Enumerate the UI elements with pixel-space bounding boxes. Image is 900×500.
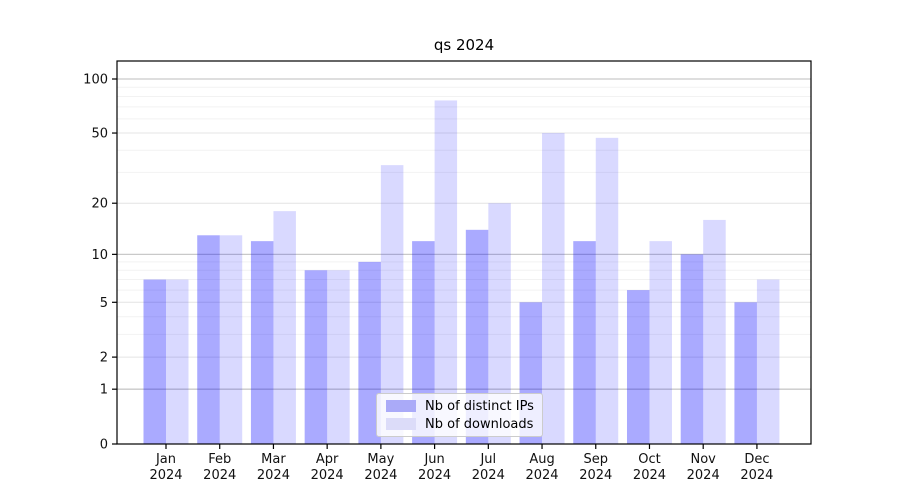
bar-downloads-may — [380, 165, 404, 444]
x-tick-label: Dec 2024 — [740, 452, 773, 483]
bar-distinct-ips-apr — [304, 270, 328, 444]
x-tick-label: Jun 2024 — [418, 452, 451, 483]
bar-distinct-ips-oct — [626, 290, 650, 444]
plot-frame — [116, 60, 812, 445]
x-tick-label: Aug 2024 — [525, 452, 558, 483]
x-tick-label: Mar 2024 — [257, 452, 290, 483]
x-tick-label: Nov 2024 — [687, 452, 720, 483]
y-tick-label: 20 — [91, 197, 108, 212]
bar-downloads-feb — [219, 235, 243, 444]
y-tick-label: 5 — [100, 296, 108, 311]
x-tick-label: Feb 2024 — [203, 452, 236, 483]
legend-label-distinct-ips: Nb of distinct IPs — [425, 398, 534, 414]
x-tick-label: Jul 2024 — [472, 452, 505, 483]
x-tick-label: May 2024 — [364, 452, 397, 483]
legend-swatch-distinct-ips — [386, 400, 416, 412]
bar-downloads-aug — [542, 133, 565, 444]
bar-downloads-jun — [434, 100, 458, 444]
bar-downloads-nov — [703, 219, 726, 444]
y-tick-label: 50 — [91, 127, 108, 142]
bar-distinct-ips-mar — [250, 241, 274, 444]
bar-distinct-ips-dec — [734, 302, 757, 444]
y-tick-label: 100 — [83, 73, 108, 88]
y-tick-label: 10 — [91, 248, 108, 263]
legend-item-distinct-ips: Nb of distinct IPs — [386, 399, 542, 414]
legend-swatch-downloads — [386, 418, 416, 430]
chart-legend: Nb of distinct IPs Nb of downloads — [376, 393, 543, 437]
bar-downloads-oct — [649, 241, 672, 444]
bar-distinct-ips-sep — [573, 241, 596, 444]
legend-label-downloads: Nb of downloads — [425, 416, 534, 432]
x-tick-label: Sep 2024 — [579, 452, 612, 483]
bar-downloads-apr — [327, 270, 350, 444]
bar-distinct-ips-nov — [680, 254, 704, 444]
y-tick-label: 1 — [100, 383, 108, 398]
chart-title: qs 2024 — [433, 36, 495, 54]
y-tick-label: 2 — [100, 351, 108, 366]
bar-distinct-ips-jul — [465, 229, 489, 444]
bar-distinct-ips-feb — [197, 235, 220, 444]
x-tick-label: Apr 2024 — [311, 452, 344, 483]
legend-item-downloads: Nb of downloads — [386, 417, 542, 432]
x-tick-label: Oct 2024 — [633, 452, 666, 483]
x-tick-label: Jan 2024 — [149, 452, 182, 483]
bar-downloads-mar — [273, 211, 296, 444]
bar-distinct-ips-may — [358, 261, 381, 444]
y-tick-label: 0 — [100, 438, 108, 453]
bar-downloads-dec — [756, 279, 780, 444]
bar-distinct-ips-jan — [143, 279, 166, 444]
bar-downloads-jul — [488, 203, 511, 444]
bar-downloads-jan — [166, 279, 189, 444]
bar-downloads-sep — [595, 137, 619, 444]
